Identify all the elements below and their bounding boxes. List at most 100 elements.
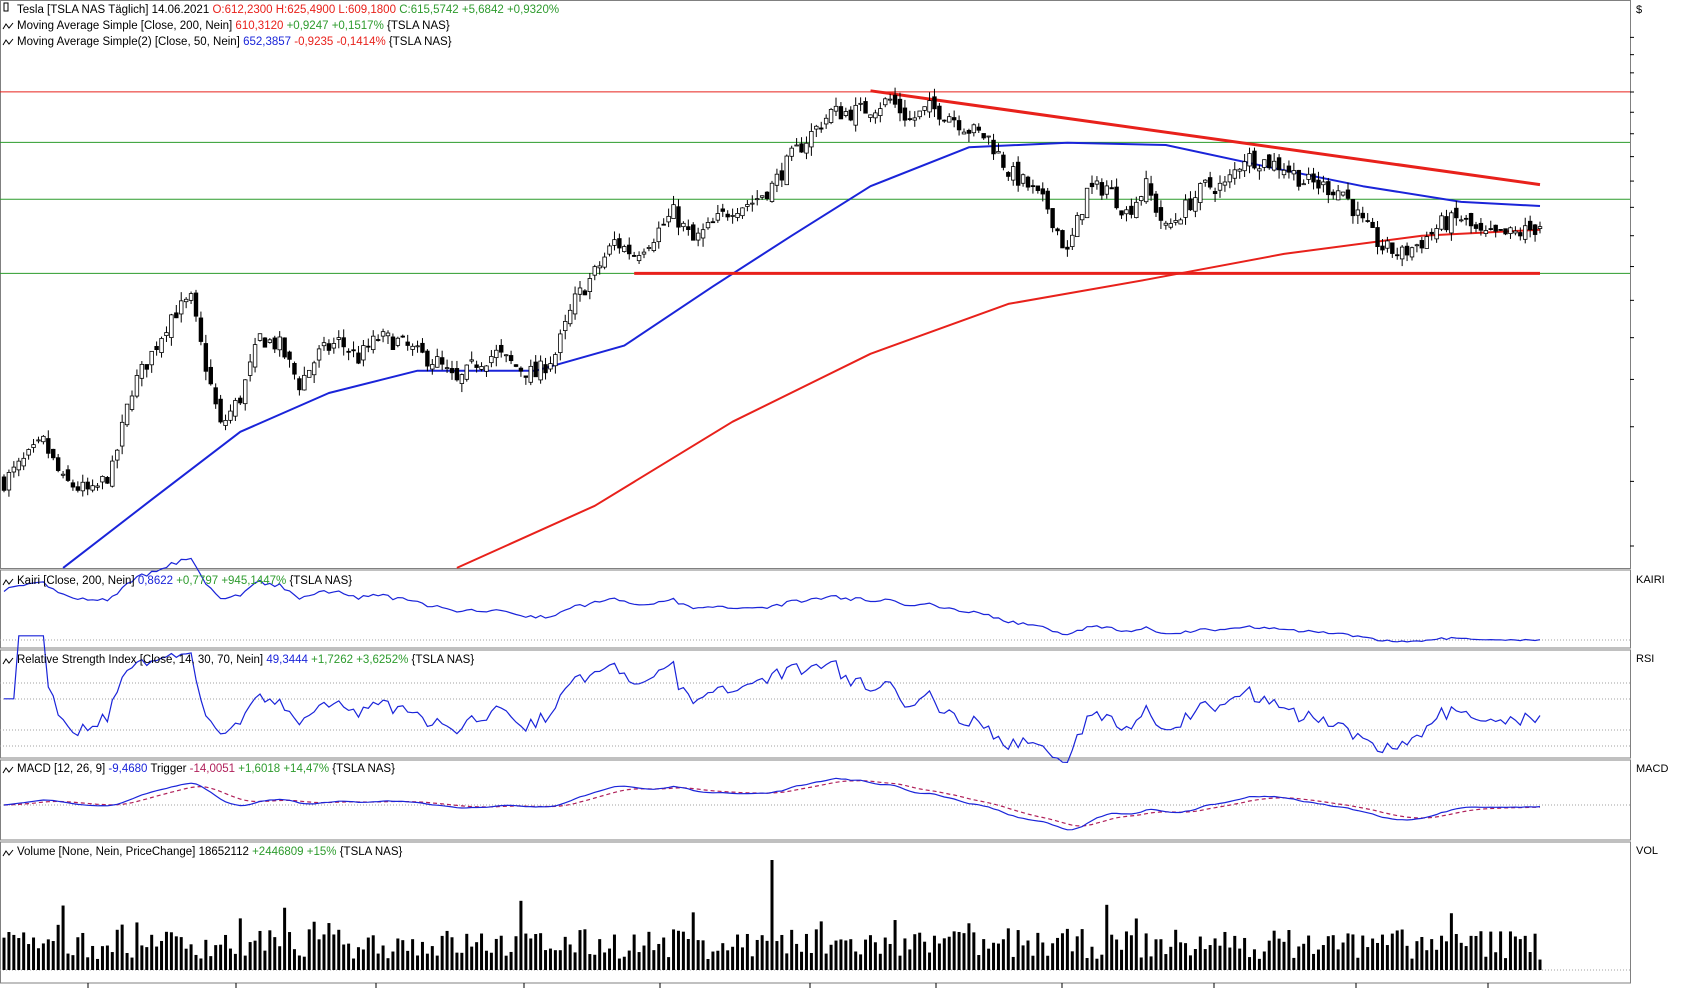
candle-body	[420, 342, 425, 353]
candle-body	[46, 438, 51, 454]
volume-bar	[1307, 935, 1311, 970]
kairi-panel[interactable]	[0, 569, 1631, 649]
volume-bar	[716, 950, 720, 970]
volume-bar	[56, 924, 60, 970]
volume-bar	[1528, 952, 1532, 970]
candle-body	[730, 215, 735, 217]
candle-body	[444, 367, 450, 370]
candle-body	[395, 337, 401, 346]
volume-bar	[1154, 939, 1158, 970]
volume-bar	[46, 939, 50, 970]
candle-body	[1419, 240, 1425, 249]
candle-body	[631, 255, 637, 257]
volume-bar	[465, 933, 469, 970]
volume-bar	[1056, 937, 1060, 970]
price-panel[interactable]	[0, 0, 1631, 569]
candle-body	[1011, 166, 1016, 181]
volume-bar	[233, 953, 237, 970]
volume-bar	[1312, 953, 1316, 970]
volume-bar	[224, 934, 228, 970]
volume-bar	[342, 944, 346, 970]
candle-body	[823, 117, 829, 125]
volume-bar	[1489, 931, 1493, 970]
volume-bar	[558, 950, 562, 970]
candle-body	[474, 364, 479, 368]
volume-bar	[1518, 939, 1522, 970]
volume-bar	[76, 937, 80, 970]
candle-body	[1291, 170, 1297, 175]
candle-body	[1483, 230, 1489, 234]
candle-body	[503, 354, 509, 357]
candle-body	[1463, 217, 1469, 220]
rsi-panel[interactable]	[0, 649, 1631, 759]
candle-body	[912, 117, 917, 121]
legend-rsi: Relative Strength Index [Close, 14, 30, …	[17, 654, 474, 666]
candle-body	[764, 191, 770, 199]
candle-body	[400, 335, 405, 338]
candle-body	[622, 246, 627, 253]
volume-bar	[430, 946, 434, 970]
candle-body	[124, 403, 130, 426]
candle-body	[1365, 220, 1370, 222]
volume-bar	[652, 950, 656, 970]
volume-bar	[1223, 931, 1227, 970]
volume-bar	[312, 921, 316, 970]
volume-bar	[1425, 950, 1429, 970]
candle-body	[193, 292, 199, 317]
legend-symbol: {TSLA NAS}	[387, 20, 450, 32]
candle-body	[710, 221, 716, 224]
volume-bar	[1405, 945, 1409, 970]
volume-bar	[775, 941, 779, 970]
volume-bar	[1006, 928, 1010, 970]
volume-bar	[1297, 946, 1301, 970]
legend-value: 0,8622	[138, 575, 173, 587]
volume-bar	[278, 946, 282, 970]
volume-bar	[499, 935, 503, 970]
candle-body	[582, 290, 588, 296]
candle-body	[774, 173, 780, 186]
volume-bar	[598, 939, 602, 970]
candle-body	[1350, 199, 1356, 217]
candle-body	[1262, 159, 1267, 168]
candle-body	[567, 309, 573, 325]
candle-body	[1537, 226, 1543, 229]
volume-bar	[1149, 956, 1153, 970]
volume-bar	[420, 941, 424, 970]
volume-bar	[258, 930, 262, 970]
candle-body	[976, 126, 981, 131]
volume-bar	[824, 953, 828, 970]
legend-high: H:625,4900	[276, 4, 335, 16]
volume-bar	[91, 945, 95, 970]
candle-body	[183, 298, 189, 303]
candle-body	[907, 118, 913, 121]
volume-bar	[765, 940, 769, 970]
candle-body	[311, 362, 317, 376]
candle-body	[95, 485, 100, 488]
candle-body	[1109, 187, 1114, 190]
volume-bar	[1331, 935, 1335, 970]
candle-body	[1493, 224, 1498, 232]
volume-bar	[1080, 929, 1084, 970]
volume-bar	[878, 953, 882, 970]
legend-symbol: {TSLA NAS}	[332, 763, 395, 775]
candle-body	[346, 350, 351, 353]
candle-body	[390, 336, 396, 350]
volume-bar	[1430, 939, 1434, 970]
candle-body	[814, 125, 819, 130]
candle-body	[1286, 165, 1292, 173]
volume-bar	[81, 932, 85, 970]
volume-bar	[578, 930, 582, 970]
candle-body	[1079, 214, 1085, 221]
vol-axis-label: VOL	[1636, 845, 1658, 857]
volume-bar	[292, 949, 296, 970]
volume-bar	[672, 929, 676, 970]
volume-bar	[622, 956, 626, 970]
volume-bar	[1533, 933, 1537, 970]
volume-bar	[411, 939, 415, 970]
candle-body	[892, 94, 898, 105]
candle-body	[705, 222, 711, 229]
candle-body	[1055, 228, 1060, 232]
candle-body	[828, 109, 834, 123]
volume-bar	[1169, 946, 1173, 970]
